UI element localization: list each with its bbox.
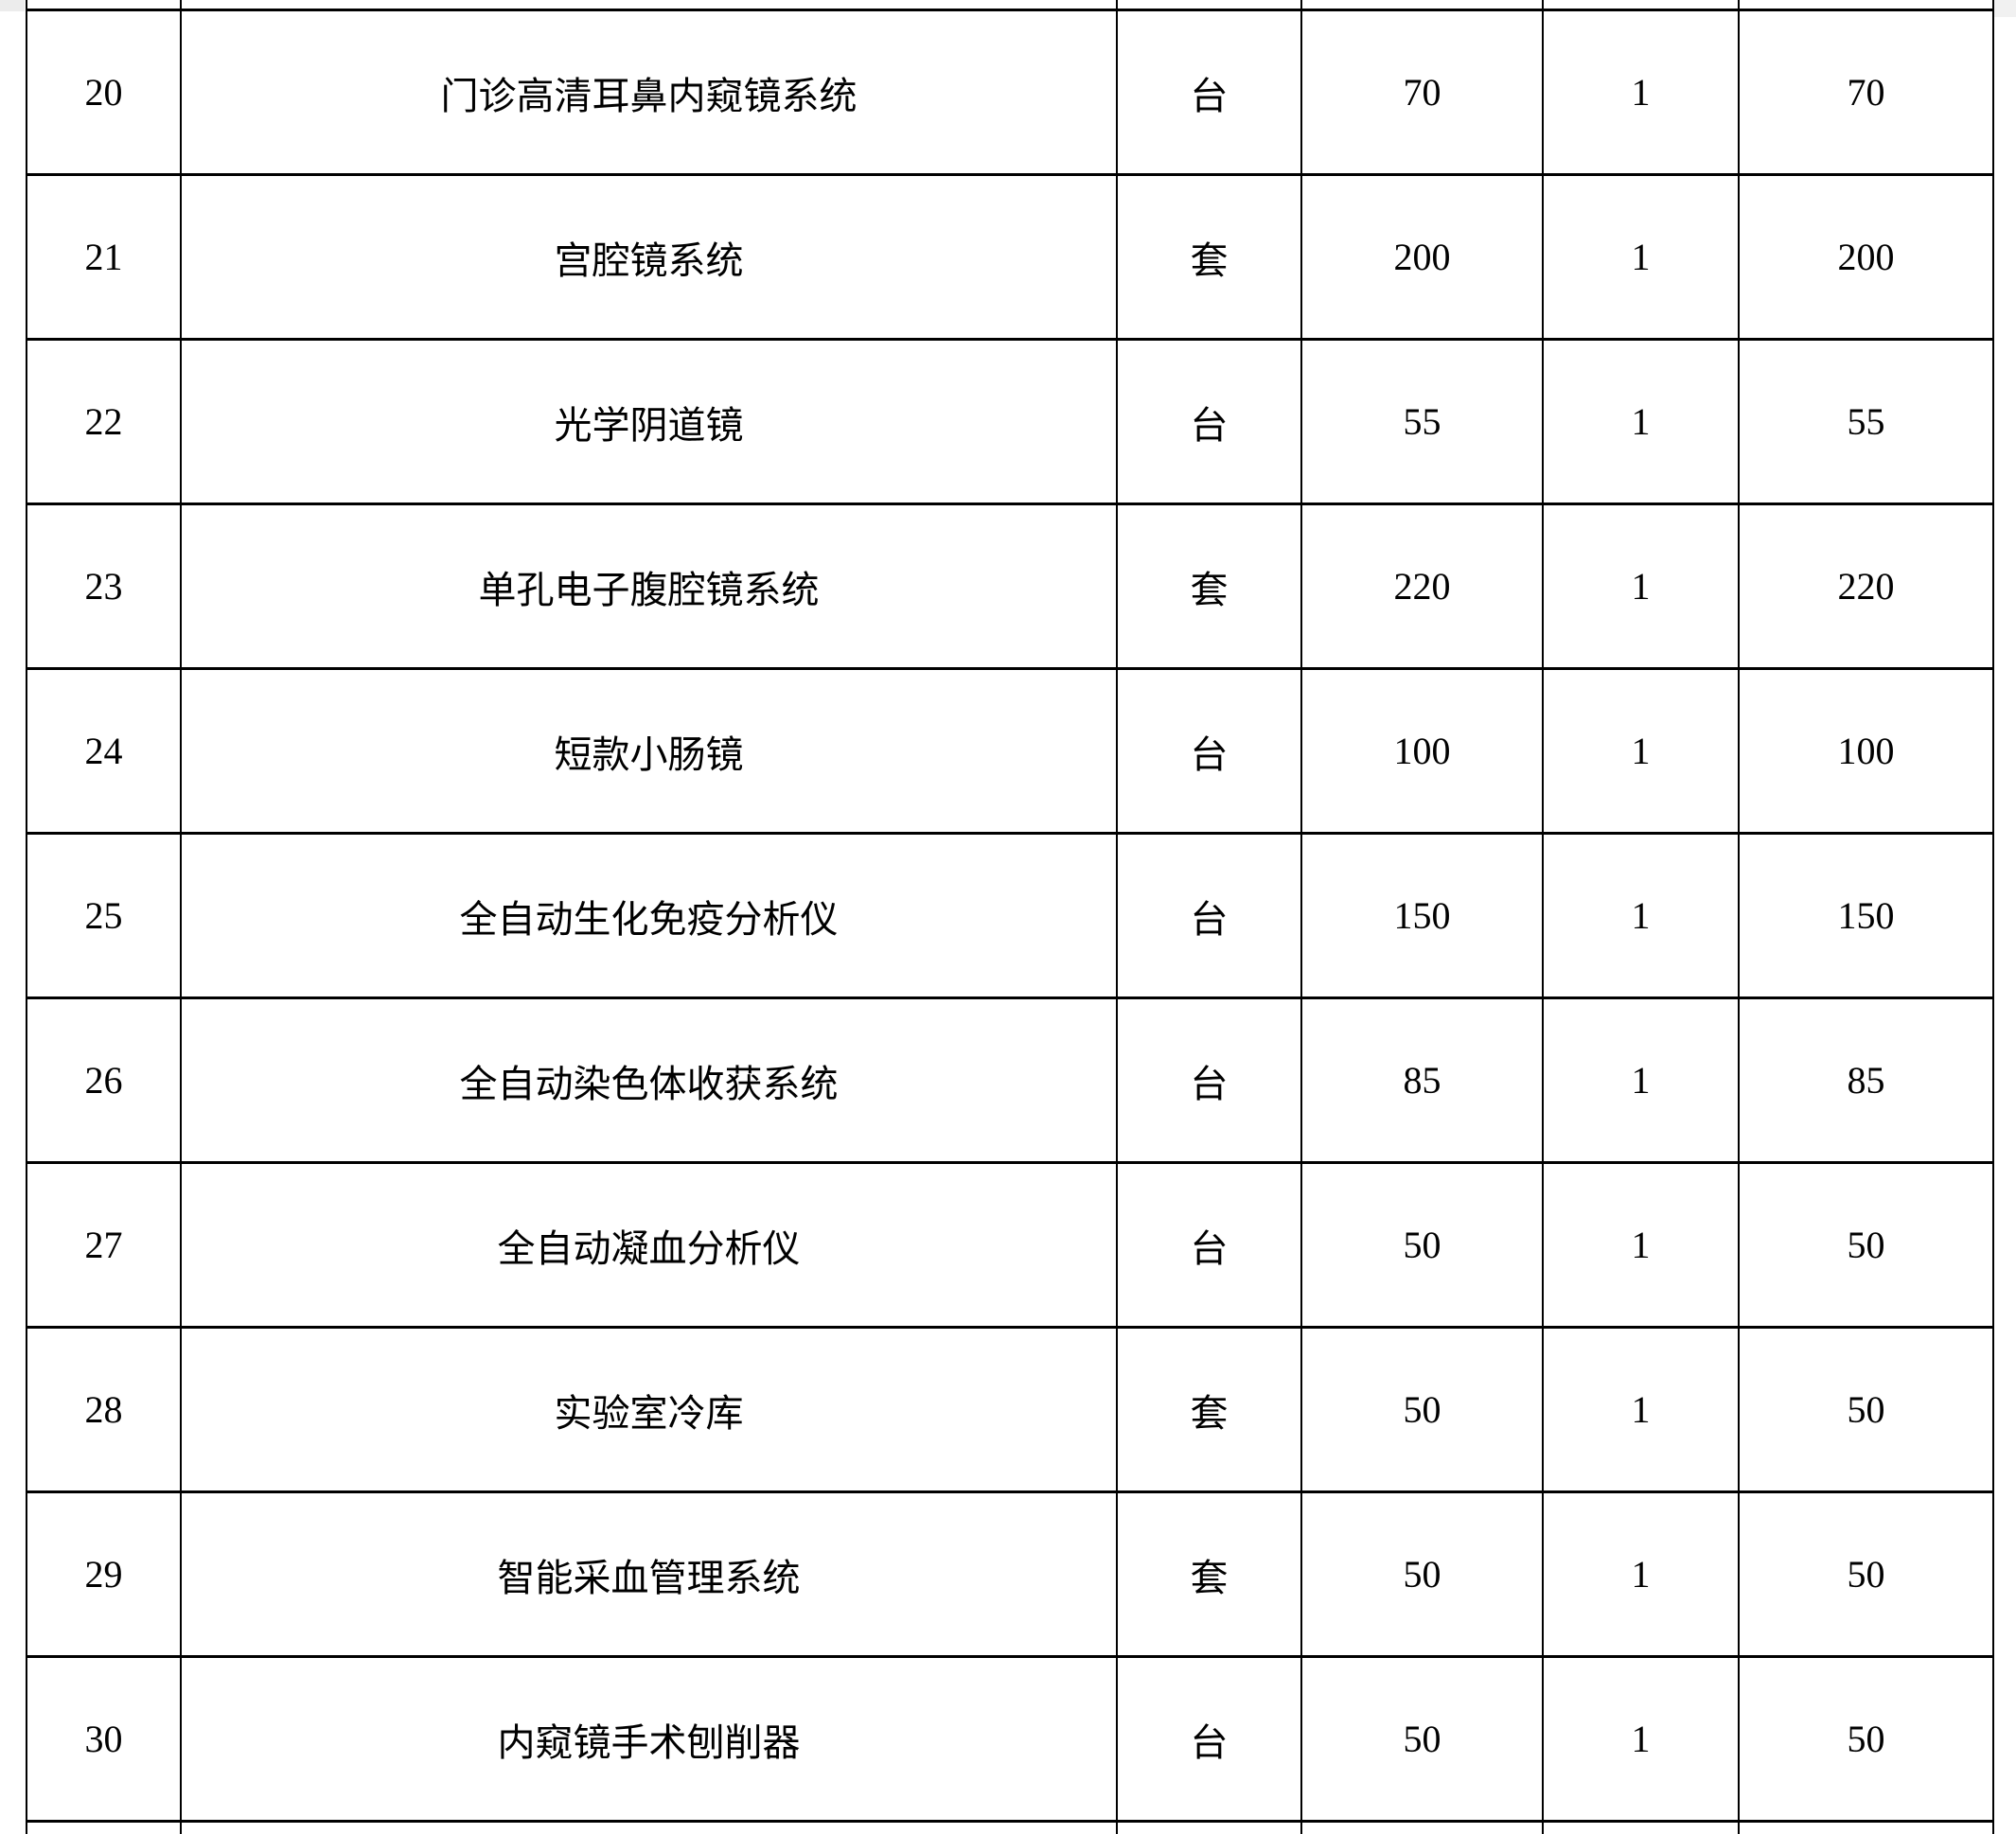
- row-21-unit: 套: [1116, 173, 1302, 341]
- row-26-total: 85: [1738, 996, 1994, 1164]
- partial-cell: [1116, 0, 1302, 11]
- row-21-number: 21: [26, 173, 182, 341]
- row-29-unit: 套: [1116, 1490, 1302, 1658]
- row-20-price: 70: [1300, 9, 1544, 176]
- row-21-total: 200: [1738, 173, 1994, 341]
- partial-cell: [180, 0, 1118, 11]
- table-row-partial-bottom: [26, 1820, 1994, 1834]
- row-26-number: 26: [26, 996, 182, 1164]
- row-24-name: 短款小肠镜: [180, 667, 1118, 835]
- table-row-21: 21 宫腔镜系统 套 200 1 200: [26, 173, 1994, 341]
- table-row-20: 20 门诊高清耳鼻内窥镜系统 台 70 1 70: [26, 9, 1994, 176]
- row-23-price: 220: [1300, 503, 1544, 670]
- row-26-quantity: 1: [1542, 996, 1740, 1164]
- row-26-name: 全自动染色体收获系统: [180, 996, 1118, 1164]
- row-29-price: 50: [1300, 1490, 1544, 1658]
- row-28-price: 50: [1300, 1326, 1544, 1493]
- row-22-number: 22: [26, 338, 182, 505]
- partial-cell: [26, 1820, 182, 1834]
- table-row-28: 28 实验室冷库 套 50 1 50: [26, 1326, 1994, 1493]
- table-row-25: 25 全自动生化免疫分析仪 台 150 1 150: [26, 832, 1994, 999]
- partial-cell: [1738, 0, 1994, 11]
- table-row-24: 24 短款小肠镜 台 100 1 100: [26, 667, 1994, 835]
- partial-cell: [1542, 0, 1740, 11]
- row-23-number: 23: [26, 503, 182, 670]
- row-28-unit: 套: [1116, 1326, 1302, 1493]
- row-30-name: 内窥镜手术刨削器: [180, 1655, 1118, 1823]
- row-20-unit: 台: [1116, 9, 1302, 176]
- row-22-quantity: 1: [1542, 338, 1740, 505]
- row-28-name: 实验室冷库: [180, 1326, 1118, 1493]
- row-30-total: 50: [1738, 1655, 1994, 1823]
- row-27-name: 全自动凝血分析仪: [180, 1161, 1118, 1329]
- row-30-unit: 台: [1116, 1655, 1302, 1823]
- row-22-price: 55: [1300, 338, 1544, 505]
- equipment-table: 20 门诊高清耳鼻内窥镜系统 台 70 1 70 21 宫腔镜系统 套 200 …: [26, 0, 1994, 1834]
- row-29-number: 29: [26, 1490, 182, 1658]
- table-row-22: 22 光学阴道镜 台 55 1 55: [26, 338, 1994, 505]
- row-24-unit: 台: [1116, 667, 1302, 835]
- table-row-30: 30 内窥镜手术刨削器 台 50 1 50: [26, 1655, 1994, 1823]
- row-27-price: 50: [1300, 1161, 1544, 1329]
- partial-cell: [1300, 1820, 1544, 1834]
- row-21-quantity: 1: [1542, 173, 1740, 341]
- row-29-total: 50: [1738, 1490, 1994, 1658]
- row-27-unit: 台: [1116, 1161, 1302, 1329]
- table-row-23: 23 单孔电子腹腔镜系统 套 220 1 220: [26, 503, 1994, 670]
- row-24-quantity: 1: [1542, 667, 1740, 835]
- row-29-quantity: 1: [1542, 1490, 1740, 1658]
- row-23-unit: 套: [1116, 503, 1302, 670]
- table-row-29: 29 智能采血管理系统 套 50 1 50: [26, 1490, 1994, 1658]
- partial-cell: [26, 0, 182, 11]
- row-22-total: 55: [1738, 338, 1994, 505]
- partial-cell: [1300, 0, 1544, 11]
- row-25-total: 150: [1738, 832, 1994, 999]
- row-20-name: 门诊高清耳鼻内窥镜系统: [180, 9, 1118, 176]
- row-28-total: 50: [1738, 1326, 1994, 1493]
- row-23-name: 单孔电子腹腔镜系统: [180, 503, 1118, 670]
- partial-cell: [1542, 1820, 1740, 1834]
- row-28-quantity: 1: [1542, 1326, 1740, 1493]
- row-21-price: 200: [1300, 173, 1544, 341]
- row-20-number: 20: [26, 9, 182, 176]
- row-29-name: 智能采血管理系统: [180, 1490, 1118, 1658]
- row-24-price: 100: [1300, 667, 1544, 835]
- row-27-number: 27: [26, 1161, 182, 1329]
- partial-cell: [1738, 1820, 1994, 1834]
- page-edge-artifact-right: [1994, 0, 2016, 17]
- row-22-name: 光学阴道镜: [180, 338, 1118, 505]
- row-23-total: 220: [1738, 503, 1994, 670]
- partial-cell: [1116, 1820, 1302, 1834]
- row-25-number: 25: [26, 832, 182, 999]
- row-30-quantity: 1: [1542, 1655, 1740, 1823]
- row-20-total: 70: [1738, 9, 1994, 176]
- row-24-total: 100: [1738, 667, 1994, 835]
- row-25-unit: 台: [1116, 832, 1302, 999]
- row-23-quantity: 1: [1542, 503, 1740, 670]
- row-30-price: 50: [1300, 1655, 1544, 1823]
- row-25-name: 全自动生化免疫分析仪: [180, 832, 1118, 999]
- row-25-price: 150: [1300, 832, 1544, 999]
- row-30-number: 30: [26, 1655, 182, 1823]
- row-26-price: 85: [1300, 996, 1544, 1164]
- page-edge-artifact-left: [0, 0, 25, 11]
- partial-cell: [180, 1820, 1118, 1834]
- row-24-number: 24: [26, 667, 182, 835]
- row-28-number: 28: [26, 1326, 182, 1493]
- row-27-quantity: 1: [1542, 1161, 1740, 1329]
- row-20-quantity: 1: [1542, 9, 1740, 176]
- row-26-unit: 台: [1116, 996, 1302, 1164]
- row-27-total: 50: [1738, 1161, 1994, 1329]
- table-row-partial-top: [26, 0, 1994, 11]
- row-22-unit: 台: [1116, 338, 1302, 505]
- row-21-name: 宫腔镜系统: [180, 173, 1118, 341]
- table-row-26: 26 全自动染色体收获系统 台 85 1 85: [26, 996, 1994, 1164]
- row-25-quantity: 1: [1542, 832, 1740, 999]
- equipment-table-body: 20 门诊高清耳鼻内窥镜系统 台 70 1 70 21 宫腔镜系统 套 200 …: [26, 0, 1994, 1834]
- table-row-27: 27 全自动凝血分析仪 台 50 1 50: [26, 1161, 1994, 1329]
